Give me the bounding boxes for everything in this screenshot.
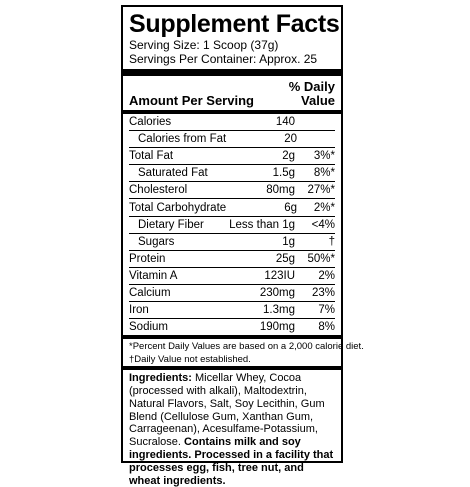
nutrient-name: Cholesterol — [129, 184, 188, 197]
nutrient-amount: 1.5g — [272, 167, 295, 180]
servings-per-container: Servings Per Container: Approx. 25 — [129, 52, 318, 66]
nutrient-name: Sodium — [129, 321, 168, 334]
table-bottom-divider — [123, 335, 341, 340]
nutrient-amount: 123IU — [264, 269, 295, 282]
daily-value-line2: Value — [301, 93, 335, 108]
nutrient-row: Dietary Fiber Less than 1g <4% — [129, 215, 335, 233]
nutrient-amount: 190mg — [259, 321, 295, 334]
nutrient-amount: 1.3mg — [263, 304, 295, 317]
nutrient-amount: 80mg — [266, 184, 295, 197]
nutrient-dv: † — [328, 235, 335, 248]
daily-value-header: % Daily Value — [289, 80, 335, 108]
supplement-facts-panel: Supplement Facts Serving Size: 1 Scoop (… — [121, 5, 364, 487]
nutrient-amount: 20 — [284, 133, 297, 146]
nutrient-amount: 25g — [275, 252, 295, 265]
nutrient-name: Sugars — [138, 235, 175, 248]
nutrient-row: Sugars 1g † — [129, 232, 335, 250]
nutrient-name: Protein — [129, 252, 166, 265]
nutrient-row: Protein 25g 50%* — [129, 249, 336, 267]
footnotes: *Percent Daily Values are based on a 2,0… — [129, 339, 364, 366]
column-header: Amount Per Serving % Daily Value — [129, 76, 335, 110]
nutrient-dv: 23% — [311, 286, 335, 299]
nutrient-amount: 1g — [282, 235, 295, 248]
nutrient-table: Calories 140 Calories from Fat 20 Total Fa… — [129, 114, 335, 335]
panel-title: Supplement Facts — [129, 10, 340, 38]
nutrient-dv: 8%* — [313, 167, 335, 180]
nutrient-row: Cholesterol 80mg 27%* — [129, 181, 335, 198]
ingredients-label: Ingredients: — [129, 372, 192, 385]
nutrient-amount: 140 — [275, 116, 295, 129]
nutrient-name: Total Fat — [129, 150, 174, 163]
nutrient-name: Total Carbohydrate — [129, 201, 227, 214]
thick-divider — [123, 69, 341, 76]
nutrient-dv: 2% — [318, 269, 335, 282]
nutrient-row: Total Fat 2g 3%* — [129, 147, 335, 164]
nutrient-dv: 7% — [318, 304, 335, 317]
nutrient-dv: <4% — [311, 218, 335, 231]
footnote-divider — [123, 366, 341, 371]
nutrient-amount: Less than 1g — [229, 218, 295, 231]
amount-per-serving-label: Amount Per Serving — [129, 93, 254, 108]
nutrient-dv: 27%* — [307, 184, 336, 197]
nutrient-row: Vitamin A 123IU 2% — [129, 266, 335, 284]
nutrient-name: Calcium — [129, 286, 171, 299]
nutrient-amount: 6g — [284, 201, 297, 214]
footnote-percent-dv: *Percent Daily Values are based on a 2,0… — [129, 341, 364, 353]
nutrient-name: Dietary Fiber — [138, 218, 204, 231]
nutrient-dv: 2%* — [313, 201, 335, 214]
nutrient-name: Calories — [129, 116, 172, 129]
nutrient-amount: 230mg — [259, 286, 295, 299]
nutrient-name: Iron — [129, 304, 149, 317]
nutrient-row: Calcium 230mg 23% — [129, 283, 335, 301]
ingredients-text: Micellar Whey, Cocoa (processed with alk… — [129, 372, 325, 449]
nutrient-dv: 8% — [318, 321, 335, 334]
nutrient-amount: 2g — [282, 150, 295, 163]
nutrient-name: Saturated Fat — [138, 167, 208, 180]
nutrient-name: Vitamin A — [129, 269, 178, 282]
daily-value-line1: % Daily — [288, 79, 335, 94]
nutrient-dv: 50%* — [307, 252, 336, 265]
ingredients-block: Ingredients: Micellar Whey, Cocoa (proce… — [129, 370, 335, 487]
header-divider — [123, 110, 341, 114]
nutrient-row: Iron 1.3mg 7% — [129, 301, 335, 318]
nutrient-row: Total Carbohydrate 6g 2%* — [129, 198, 335, 215]
nutrient-dv: 3%* — [313, 150, 335, 163]
footnote-dv-not-established: †Daily Value not established. — [129, 353, 251, 365]
nutrient-row: Calories 140 — [129, 114, 335, 130]
serving-size: Serving Size: 1 Scoop (37g) — [129, 38, 279, 52]
nutrient-name: Calories from Fat — [138, 133, 227, 146]
nutrient-row: Calories from Fat 20 — [129, 130, 335, 147]
nutrient-row: Saturated Fat 1.5g 8%* — [129, 164, 335, 181]
nutrient-row: Sodium 190mg 8% — [129, 318, 335, 335]
